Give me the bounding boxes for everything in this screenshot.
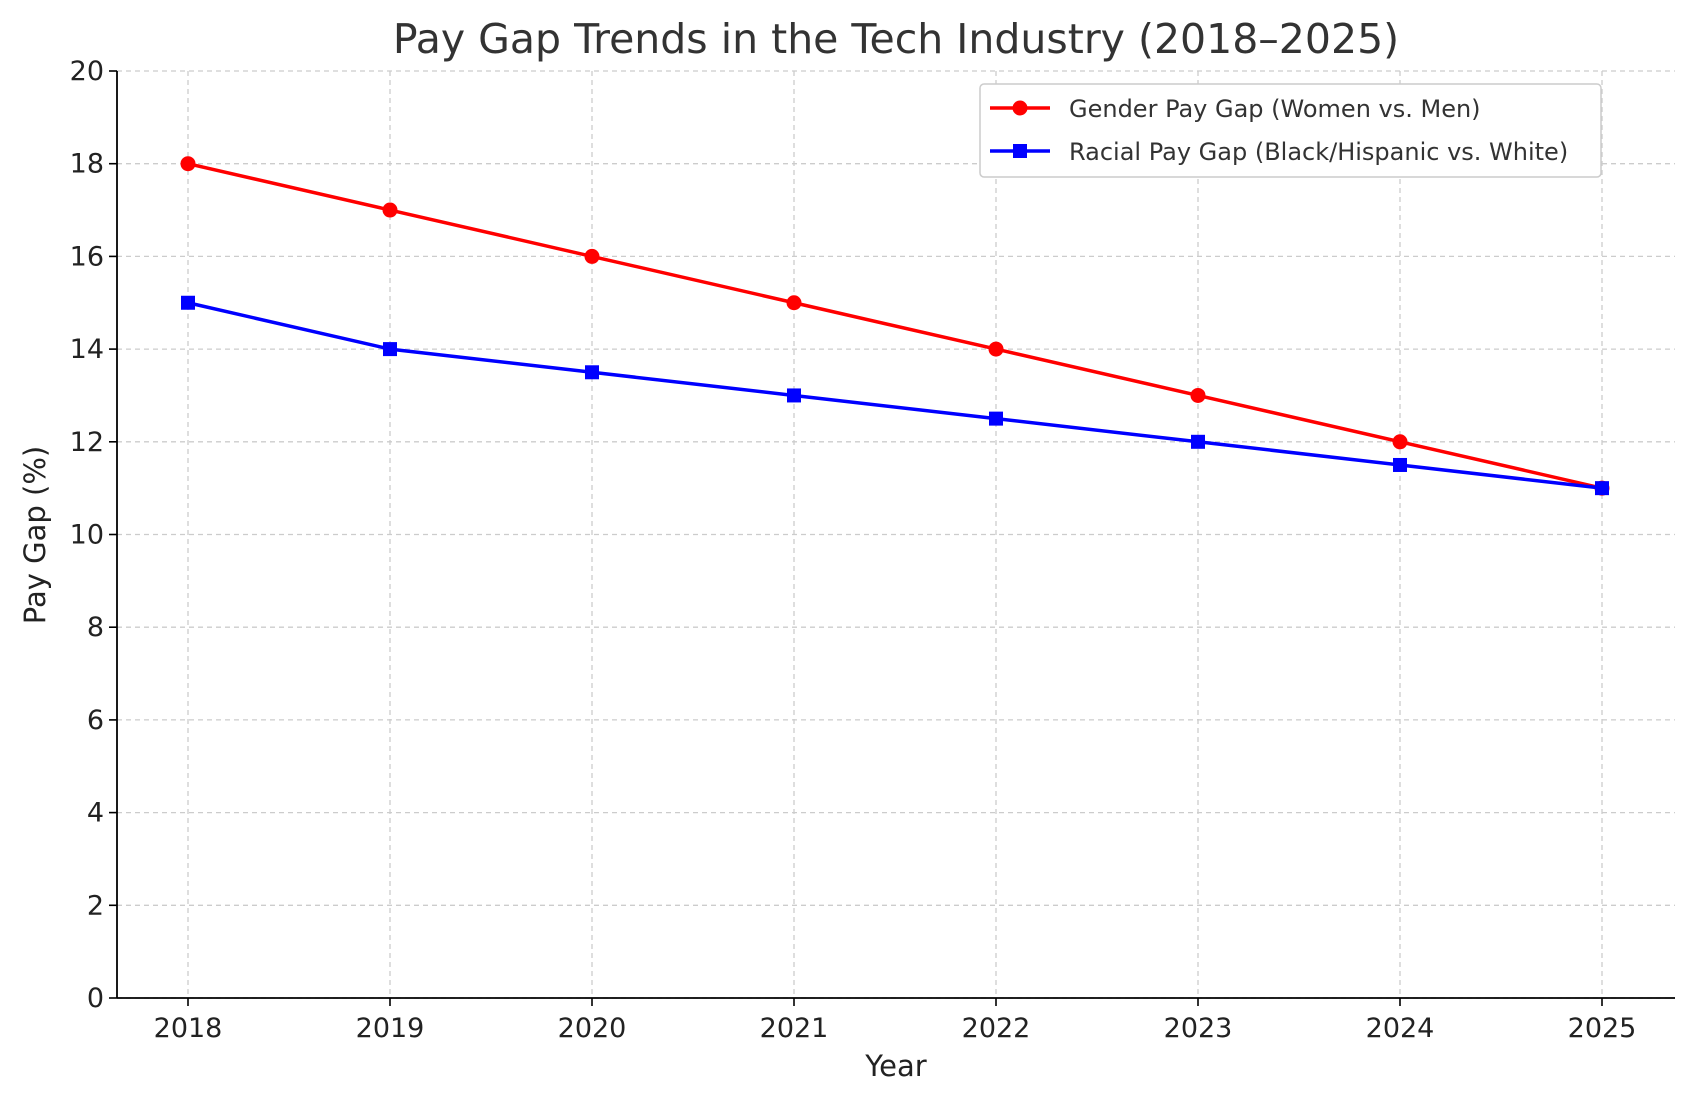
y-tick-label: 14 (70, 334, 104, 365)
data-point-gender (988, 341, 1004, 357)
series-layer (180, 156, 1610, 496)
x-tick-label: 2018 (154, 1013, 223, 1044)
y-tick-label: 2 (87, 890, 104, 921)
x-tick-label: 2019 (356, 1013, 425, 1044)
data-point-racial (383, 342, 397, 357)
x-axis-label: Year (864, 1049, 926, 1083)
y-tick-label: 4 (87, 798, 104, 829)
data-point-gender (180, 156, 196, 172)
x-tick-label: 2020 (558, 1013, 627, 1044)
x-tick-label: 2021 (760, 1013, 829, 1044)
axes-layer: 0 2 4 6 8 10 12 14 16 18 20 2018 2019 2020 2021 2022 202… (70, 56, 1675, 1044)
y-tick-label: 18 (70, 149, 104, 180)
data-point-gender (584, 248, 600, 264)
legend-frame (979, 83, 1602, 178)
data-point-racial (1393, 457, 1407, 472)
legend-label-racial: Racial Pay Gap (Black/Hispanic vs. White… (1069, 138, 1568, 166)
data-point-racial (181, 295, 195, 310)
data-point-gender (382, 202, 398, 218)
x-tick-label: 2025 (1568, 1013, 1637, 1044)
series-line-racial (187, 301, 1603, 490)
y-tick-label: 12 (70, 427, 104, 458)
data-point-racial (989, 411, 1003, 426)
data-point-gender (1190, 387, 1206, 403)
y-axis-label: Pay Gap (%) (18, 446, 52, 624)
y-tick-label: 20 (70, 56, 104, 87)
data-point-racial (1191, 434, 1205, 449)
y-tick-label: 16 (70, 241, 104, 272)
legend-label-gender: Gender Pay Gap (Women vs. Men) (1069, 95, 1481, 123)
legend-marker-racial (1013, 144, 1027, 158)
y-tick-label: 8 (87, 612, 104, 643)
data-point-racial (787, 388, 801, 403)
legend-marker-gender (1012, 100, 1028, 116)
y-tick-label: 6 (87, 705, 104, 736)
x-tick-label: 2022 (962, 1013, 1031, 1044)
grid-layer (117, 70, 1675, 999)
series-line-gender (187, 161, 1603, 490)
data-point-gender (786, 295, 802, 311)
y-tick-label: 0 (87, 983, 104, 1014)
x-tick-label: 2023 (1164, 1013, 1233, 1044)
legend: Gender Pay Gap (Women vs. Men) Racial Pa… (979, 83, 1602, 178)
data-point-racial (1595, 481, 1609, 496)
y-tick-label: 10 (70, 520, 104, 551)
data-point-racial (585, 365, 599, 380)
x-tick-label: 2024 (1366, 1013, 1435, 1044)
chart-title: Pay Gap Trends in the Tech Industry (201… (393, 15, 1399, 63)
data-point-gender (1392, 434, 1408, 450)
